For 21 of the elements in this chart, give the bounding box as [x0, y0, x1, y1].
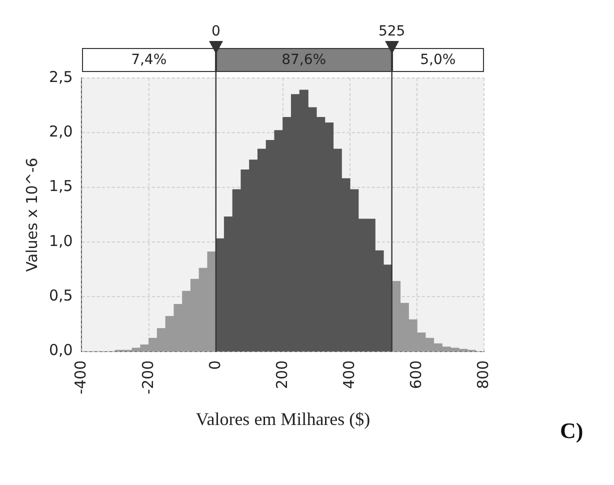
x-axis-title: Valores em Milhares ($) — [196, 408, 370, 429]
y-tick-label: 1,5 — [48, 177, 73, 196]
y-tick-label: 2,5 — [48, 68, 73, 86]
x-tick-label: 400 — [340, 360, 358, 389]
y-tick-label: 0,0 — [48, 341, 73, 360]
x-tick-label: 0 — [206, 360, 224, 370]
text: C) — [560, 418, 584, 444]
ref-line-label: 0 — [211, 24, 220, 40]
text: 5,0% — [420, 52, 456, 68]
x-tick-label: 600 — [406, 360, 425, 389]
x-tick-label: -400 — [72, 360, 90, 394]
x-tick-label: 800 — [474, 360, 492, 389]
text: 7,4% — [131, 52, 167, 68]
x-tick-label: 200 — [272, 360, 291, 389]
y-axis-title: Values x 10^-6 — [22, 158, 41, 272]
y-tick-label: 2,0 — [48, 122, 73, 141]
ref-line-label: 525 — [378, 24, 406, 40]
y-tick-label: 0,5 — [48, 286, 73, 305]
x-tick-label: -200 — [138, 360, 157, 394]
text: 87,6% — [282, 52, 326, 68]
y-tick-label: 1,0 — [48, 232, 73, 250]
